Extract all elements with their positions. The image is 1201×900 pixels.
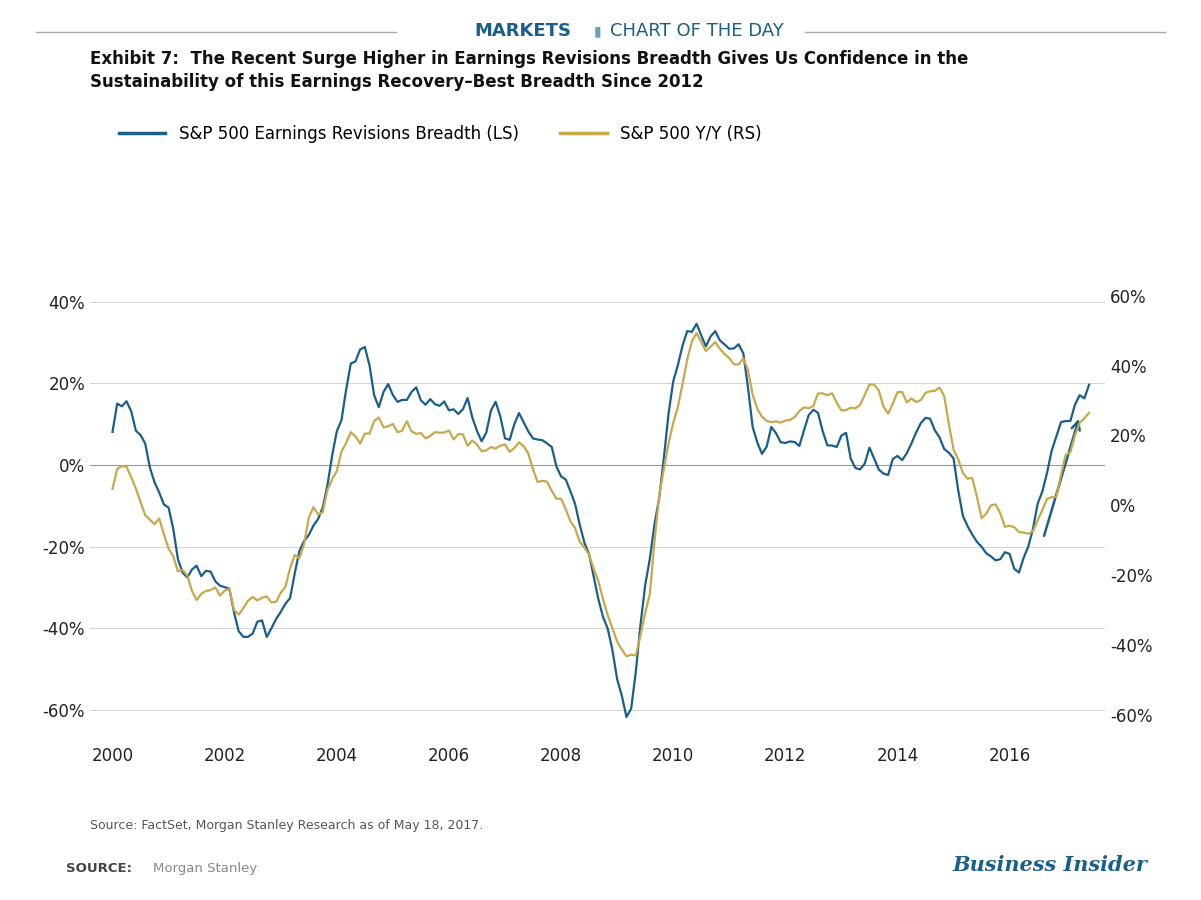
Legend: S&P 500 Earnings Revisions Breadth (LS), S&P 500 Y/Y (RS): S&P 500 Earnings Revisions Breadth (LS),… [119, 125, 761, 143]
Text: Exhibit 7:  The Recent Surge Higher in Earnings Revisions Breadth Gives Us Confi: Exhibit 7: The Recent Surge Higher in Ea… [90, 50, 968, 91]
Text: Morgan Stanley: Morgan Stanley [153, 862, 257, 875]
Text: SOURCE:: SOURCE: [66, 862, 132, 875]
Text: Business Insider: Business Insider [952, 855, 1147, 875]
Text: CHART OF THE DAY: CHART OF THE DAY [610, 22, 784, 40]
Text: MARKETS: MARKETS [474, 22, 572, 40]
Text: ▮: ▮ [593, 24, 600, 39]
Text: Source: FactSet, Morgan Stanley Research as of May 18, 2017.: Source: FactSet, Morgan Stanley Research… [90, 819, 483, 832]
